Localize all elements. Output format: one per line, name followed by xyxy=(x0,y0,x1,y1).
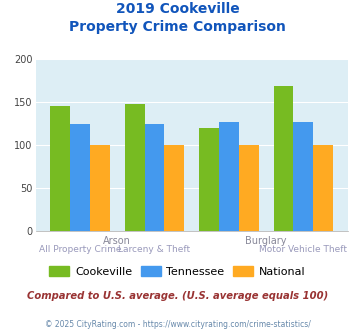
Bar xyxy=(273,86,293,231)
Text: Motor Vehicle Theft: Motor Vehicle Theft xyxy=(259,245,347,254)
Bar xyxy=(293,122,313,231)
Bar xyxy=(313,145,333,231)
Text: Arson: Arson xyxy=(103,236,131,246)
Legend: Cookeville, Tennessee, National: Cookeville, Tennessee, National xyxy=(45,261,310,281)
Bar xyxy=(70,124,90,231)
Text: Burglary: Burglary xyxy=(245,236,287,246)
Text: Compared to U.S. average. (U.S. average equals 100): Compared to U.S. average. (U.S. average … xyxy=(27,291,328,301)
Bar xyxy=(219,122,239,231)
Text: All Property Crime: All Property Crime xyxy=(39,245,121,254)
Text: © 2025 CityRating.com - https://www.cityrating.com/crime-statistics/: © 2025 CityRating.com - https://www.city… xyxy=(45,320,310,329)
Bar xyxy=(125,104,144,231)
Bar xyxy=(144,124,164,231)
Text: Property Crime Comparison: Property Crime Comparison xyxy=(69,20,286,34)
Bar xyxy=(90,145,110,231)
Bar xyxy=(50,106,70,231)
Bar xyxy=(199,128,219,231)
Bar xyxy=(239,145,259,231)
Bar xyxy=(164,145,184,231)
Text: 2019 Cookeville: 2019 Cookeville xyxy=(116,2,239,16)
Text: Larceny & Theft: Larceny & Theft xyxy=(119,245,191,254)
